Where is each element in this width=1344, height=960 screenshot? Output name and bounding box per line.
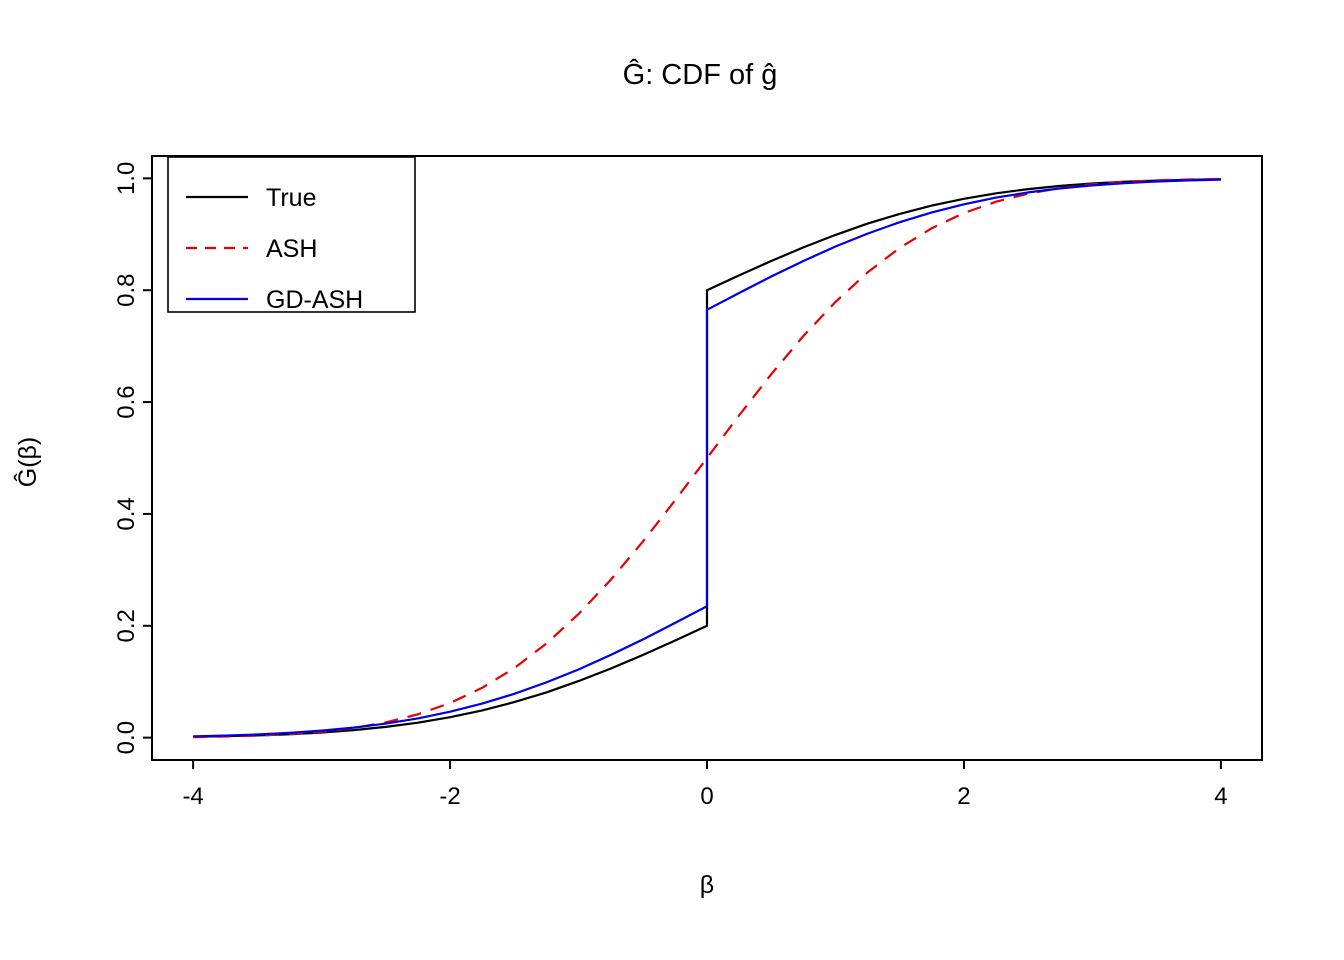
y-tick-label: 0.2 (113, 609, 140, 642)
y-tick-label: 0.4 (113, 497, 140, 530)
x-tick-label: 4 (1214, 783, 1227, 810)
series-line-gd-ash (193, 178, 1221, 738)
legend-box (167, 156, 416, 313)
y-tick-label: 0.0 (113, 721, 140, 754)
legend-label-ash: ASH (266, 235, 317, 263)
x-tick-label: -2 (439, 783, 460, 810)
x-axis-label: β (700, 871, 714, 899)
y-tick-label: 1.0 (113, 162, 140, 195)
y-tick-label: 0.8 (113, 274, 140, 307)
legend-label-gd-ash: GD-ASH (266, 286, 363, 314)
chart-title: Ĝ: CDF of ĝ (623, 57, 778, 91)
legend-label-true: True (266, 184, 316, 212)
x-tick-label: 0 (700, 783, 713, 810)
y-axis-label: Ĝ(β) (13, 437, 42, 487)
x-tick-label: -4 (182, 783, 203, 810)
x-tick-label: 2 (957, 783, 970, 810)
y-tick-label: 0.6 (113, 385, 140, 418)
